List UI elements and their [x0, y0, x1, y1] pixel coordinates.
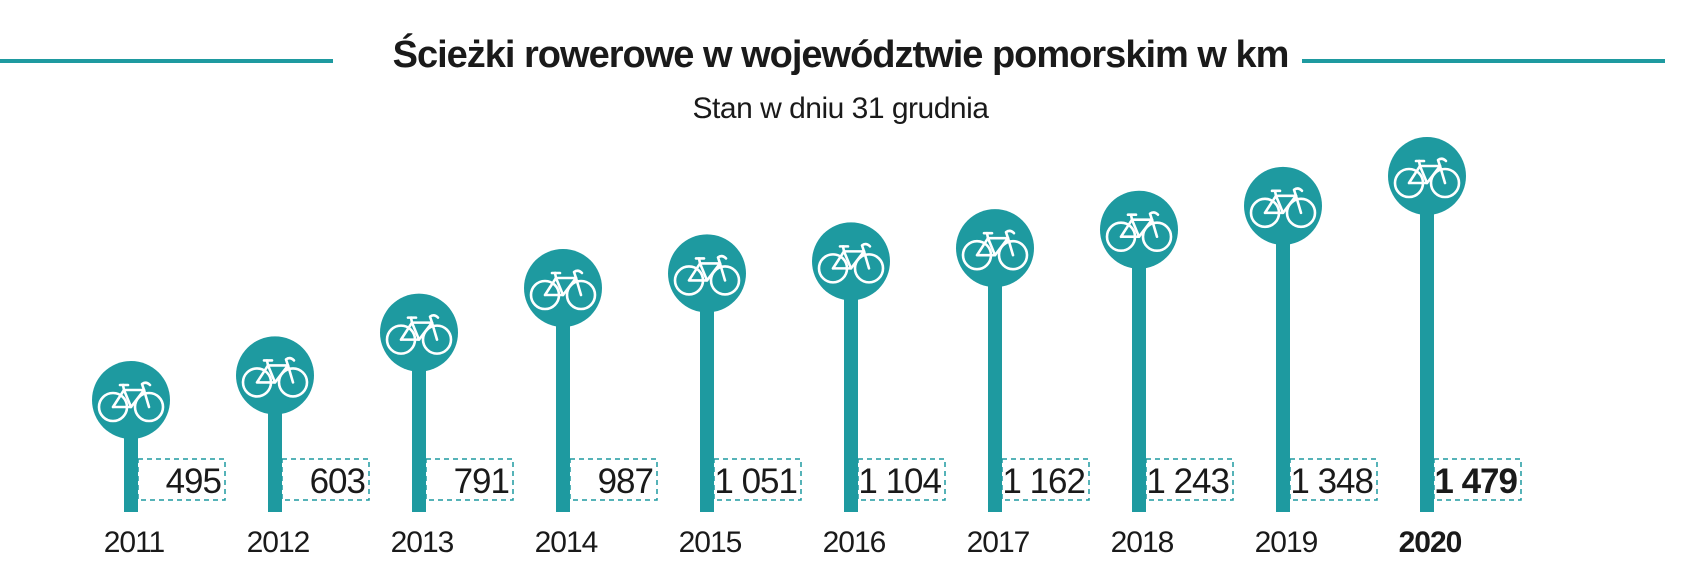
year-label-2016: 2016: [823, 526, 886, 559]
bicycle-icon: [385, 314, 453, 355]
stick-2019: [1276, 205, 1290, 512]
year-label-2019: 2019: [1255, 526, 1318, 559]
stick-2015: [700, 273, 714, 512]
year-label-2012: 2012: [247, 526, 310, 559]
value-box-2016: [857, 458, 946, 501]
value-label-2018: 1 243: [1146, 462, 1229, 501]
value-box-2013: [425, 458, 514, 501]
year-label-2020: 2020: [1399, 526, 1462, 559]
value-label-2013: 791: [454, 462, 509, 501]
lollipop-2015: 1 051 2015: [668, 234, 802, 559]
marker-2020: [1388, 137, 1466, 215]
value-box-2015: [713, 458, 802, 501]
stick-2018: [1132, 229, 1146, 512]
value-label-2020: 1 479: [1434, 462, 1517, 501]
year-label-2015: 2015: [679, 526, 742, 559]
value-box-2017: [1001, 458, 1090, 501]
bicycle-icon: [97, 381, 165, 423]
marker-2015: [668, 234, 746, 313]
lollipop-2019: 1 348 2019: [1244, 166, 1378, 559]
stick-2016: [844, 261, 858, 512]
lollipop-2020: 1 479 2020: [1388, 137, 1522, 559]
marker-2012: [236, 336, 314, 415]
title-rule-left: [0, 59, 333, 63]
marker-2011: [92, 361, 170, 439]
value-box-2014: [569, 458, 658, 501]
bicycle-icon: [1105, 211, 1173, 253]
chart-title: Ścieżki rowerowe w województwie pomorski…: [0, 34, 1681, 77]
value-label-2019: 1 348: [1290, 462, 1373, 501]
stick-2013: [412, 332, 426, 512]
bicycle-icon: [817, 242, 885, 284]
bicycle-icon: [673, 254, 741, 296]
marker-2014: [524, 249, 602, 327]
stick-2017: [988, 248, 1002, 512]
value-box-2019: [1289, 458, 1378, 501]
marker-2019: [1244, 166, 1322, 245]
value-box-2018: [1145, 458, 1234, 501]
marker-2016: [812, 222, 890, 301]
bicycle-icon: [1393, 157, 1461, 199]
value-label-2017: 1 162: [1002, 462, 1085, 501]
value-box-2020: [1433, 458, 1522, 501]
stick-2014: [556, 288, 570, 512]
value-box-2012: [281, 458, 370, 501]
bicycle-icon: [241, 356, 309, 398]
value-label-2016: 1 104: [858, 462, 941, 501]
value-label-2012: 603: [310, 462, 365, 501]
bicycle-icon: [529, 269, 597, 311]
marker-2018: [1100, 190, 1178, 269]
marker-2017: [956, 209, 1034, 288]
bicycle-icon: [961, 229, 1029, 271]
year-label-2013: 2013: [391, 526, 454, 559]
year-label-2011: 2011: [104, 526, 165, 559]
bicycle-icon: [1249, 187, 1317, 229]
year-label-2017: 2017: [967, 526, 1030, 559]
marker-2013: [380, 293, 458, 372]
value-label-2015: 1 051: [714, 462, 797, 501]
lollipop-2018: 1 243 2018: [1100, 190, 1234, 559]
year-label-2014: 2014: [535, 526, 598, 559]
year-label-2018: 2018: [1111, 526, 1174, 559]
title-rule-right: [1283, 59, 1665, 63]
lollipop-2016: 1 104 2016: [812, 222, 946, 559]
stick-2020: [1420, 176, 1434, 512]
value-box-2011: [137, 458, 226, 501]
lollipop-2017: 1 162 2017: [956, 209, 1090, 559]
chart-subtitle: Stan w dniu 31 grudnia: [692, 92, 989, 125]
value-label-2014: 987: [598, 462, 653, 501]
value-label-2011: 495: [166, 462, 221, 501]
